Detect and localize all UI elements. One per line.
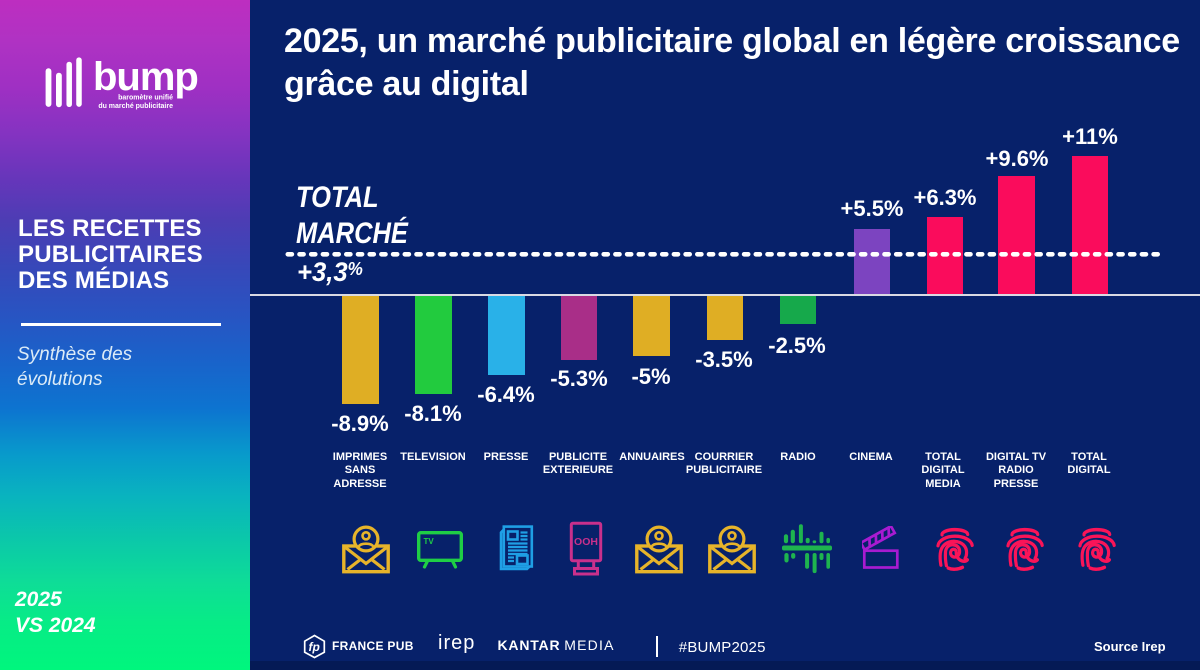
svg-text:fp: fp (309, 640, 320, 654)
svg-text:TV: TV (423, 537, 434, 546)
svg-text:baromètre unifié: baromètre unifié (118, 95, 173, 102)
svg-text:OOH: OOH (574, 536, 598, 548)
svg-text:du marché publicitaire: du marché publicitaire (98, 103, 173, 110)
svg-text:bump: bump (93, 55, 198, 99)
